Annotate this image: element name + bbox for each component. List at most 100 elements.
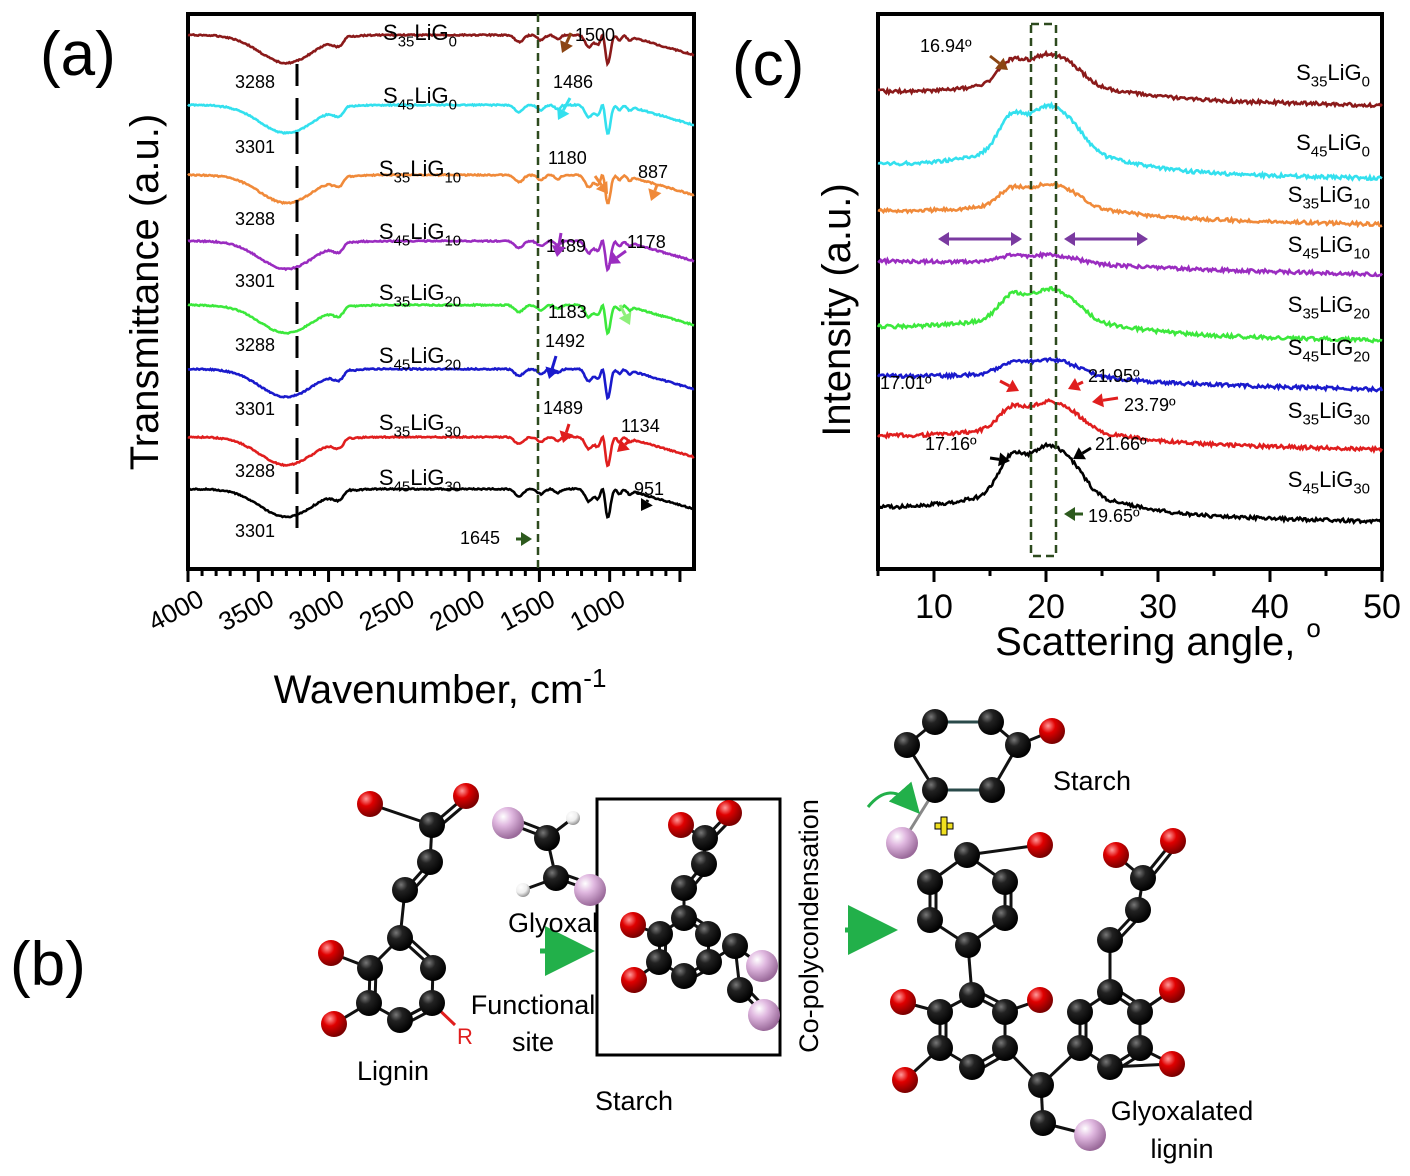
- xrd-label-s45lig20-sub1: 45: [1302, 349, 1319, 366]
- atom-39: [492, 807, 524, 839]
- ftir-label-s45lig30-base: S: [379, 465, 394, 490]
- ftir-annotations: 1500 1486 1180 887 1489 1178 1183 1492 1489 1134 9…: [460, 25, 668, 548]
- xrd-annot-arrow-1-shaft: [999, 379, 1010, 388]
- atom-93: [922, 709, 948, 735]
- xrd-double-arrow-0-left-head: [938, 232, 949, 246]
- ftir-label-s35lig30-mid: LiG: [410, 410, 444, 435]
- xrd-label-s35lig30-sub2: 30: [1353, 412, 1370, 429]
- ftir-annot-1: 1486: [553, 72, 593, 92]
- atom-175: [1030, 1110, 1056, 1136]
- copoly-label: Co-polycondensation: [794, 799, 824, 1053]
- ftir-annot-arrow-2: [593, 175, 608, 194]
- xrd-label-s45lig10: S45LiG10: [1288, 232, 1370, 263]
- xrd-xlabel: Scattering angle, o: [995, 613, 1321, 664]
- atom-82: [746, 950, 778, 982]
- atom-26: [420, 955, 446, 981]
- xrd-label-s45lig0-sub1: 45: [1311, 144, 1328, 161]
- functional-site-label-2: site: [512, 1027, 554, 1057]
- xrd-annot-arrow-1: [999, 379, 1019, 393]
- xrd-label-s35lig20-mid: LiG: [1319, 292, 1353, 317]
- xrd-label-s35lig20-sub1: 35: [1302, 306, 1319, 323]
- ftir-annot-arrow-9-shaft: [624, 438, 632, 446]
- ftir-tick-label-3000: 3000: [284, 583, 349, 637]
- xrd-annot-arrow-6-head: [1064, 507, 1075, 521]
- ftir-label-s45lig10-mid: LiG: [410, 219, 444, 244]
- ftir-annot-arrow-3: [648, 184, 662, 201]
- ftir-label-s45lig20-base: S: [379, 343, 394, 368]
- ftir-annot-arrow-4-head: [551, 244, 566, 257]
- ftir-series-s45lig0: [187, 102, 695, 135]
- ftir-annot-8: 1489: [543, 398, 583, 418]
- ftir-label-s45lig0-base: S: [383, 83, 398, 108]
- starch-top-label: Starch: [1053, 766, 1131, 796]
- ftir-annot-arrow-5: [608, 249, 627, 264]
- xrd-annot-arrow-0: [989, 54, 1008, 70]
- ftir-label-s35lig20: S35LiG20: [379, 280, 461, 311]
- atom-138: [1027, 987, 1053, 1013]
- molecule-bonds: [330, 720, 1179, 1137]
- starch-box-label: Starch: [595, 1086, 673, 1116]
- ftir-peak-label-5: 3301: [235, 399, 275, 419]
- ftir-annot-10: 951: [634, 479, 664, 499]
- xrd-label-s35lig20-base: S: [1288, 292, 1303, 317]
- ftir-annot-7: 1492: [545, 331, 585, 351]
- xrd-annot-arrow-6: [1064, 507, 1083, 521]
- ftir-label-s35lig30-base: S: [379, 410, 394, 435]
- ftir-annot-arrow-1-shaft: [561, 97, 572, 112]
- atom-79: [620, 912, 646, 938]
- atom-80: [621, 967, 647, 993]
- atom-78: [671, 963, 697, 989]
- ftir-annot-arrow-11: [516, 532, 532, 546]
- atom-70: [692, 825, 718, 851]
- xrd-series-group: [876, 49, 1384, 525]
- xrd-label-s35lig0: S35LiG0: [1296, 60, 1370, 91]
- ftir-label-s45lig30-sub2: 30: [444, 479, 461, 496]
- xrd-annot-3: 23.79º: [1124, 395, 1176, 415]
- xrd-label-s35lig30-sub1: 35: [1302, 412, 1319, 429]
- molecule-atoms: [318, 709, 1186, 1151]
- lignin-label: Lignin: [357, 1056, 429, 1086]
- atom-168: [1127, 999, 1153, 1025]
- ftir-label-s45lig30-sub1: 45: [394, 479, 411, 496]
- ftir-annot-arrow-3-head: [648, 188, 662, 201]
- atom-19: [357, 791, 383, 817]
- ftir-annot-9: 1134: [621, 416, 660, 436]
- xrd-label-s45lig30-sub1: 45: [1302, 481, 1319, 498]
- atom-21: [419, 812, 445, 838]
- atom-97: [922, 777, 948, 803]
- ftir-annot-arrow-0-head: [560, 40, 573, 53]
- glyoxalated-lignin-label-1: Glyoxalated: [1111, 1096, 1254, 1126]
- ftir-annot-arrow-10-shaft: [645, 499, 650, 503]
- ftir-label-s35lig10: S35LiG10: [379, 156, 461, 187]
- atom-41: [566, 811, 580, 825]
- ftir-peak-label-4: 3288: [235, 335, 275, 355]
- atom-31: [321, 1011, 347, 1037]
- xrd-x-ticks: 10 20 30 40 50: [876, 569, 1401, 626]
- ftir-annot-arrow-10: [641, 497, 653, 511]
- xrd-label-s45lig10-mid: LiG: [1319, 232, 1353, 257]
- ftir-label-s35lig20-mid: LiG: [410, 280, 444, 305]
- atom-99: [1039, 718, 1065, 744]
- atom-132: [992, 999, 1018, 1025]
- ftir-label-s35lig20-base: S: [379, 280, 394, 305]
- xrd-tick-label-40: 40: [1251, 588, 1289, 626]
- xrd-annot-arrow-2-head: [1068, 378, 1081, 391]
- ftir-peak-label-2: 3288: [235, 209, 275, 229]
- ftir-annot-arrow-2-head: [595, 180, 608, 194]
- xrd-double-arrow-1-right: [1106, 232, 1148, 246]
- atom-44: [516, 883, 530, 897]
- xrd-label-s45lig30-mid: LiG: [1319, 467, 1353, 492]
- ftir-annot-arrow-10-head: [641, 497, 653, 511]
- ftir-peak-labels: 3288 3301 3288 3301 3288 3301 3288 3301: [235, 72, 275, 541]
- xrd-annot-arrow-4: [989, 452, 1010, 467]
- xrd-annot-arrow-4-head: [998, 452, 1010, 467]
- atom-68: [668, 812, 694, 838]
- xrd-label-s35lig10-sub1: 35: [1302, 196, 1319, 213]
- ftir-label-s45lig10-base: S: [379, 219, 394, 244]
- xrd-label-s45lig30-sub2: 30: [1353, 481, 1370, 498]
- ftir-label-s35lig0: S35LiG0: [383, 20, 457, 51]
- xrd-label-s45lig10-sub2: 10: [1353, 246, 1370, 263]
- xrd-double-arrow-0-right: [980, 232, 1022, 246]
- ftir-annot-0: 1500: [575, 25, 615, 45]
